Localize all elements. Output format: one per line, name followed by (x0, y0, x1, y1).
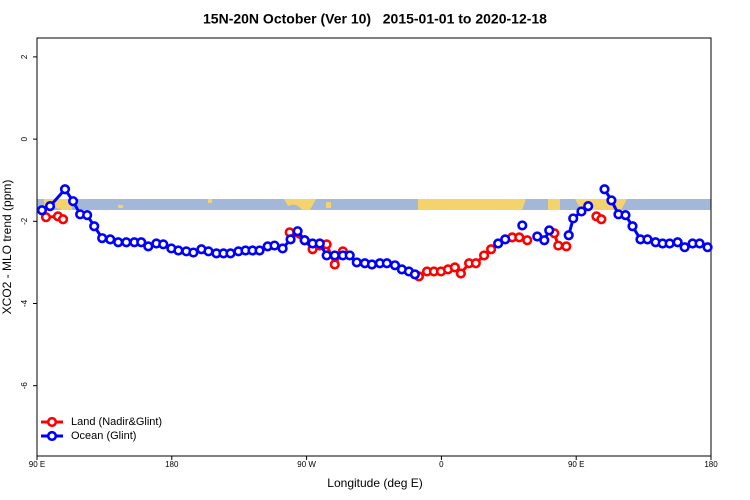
data-point (478, 250, 490, 261)
y-tick-label: -2 (20, 217, 29, 225)
data-point (500, 234, 511, 245)
y-tick-label: -6 (20, 382, 29, 390)
data-point (136, 237, 147, 248)
data-point (620, 210, 631, 221)
data-point (514, 232, 525, 243)
x-tick-label: 90 E (568, 460, 584, 469)
data-point (596, 214, 607, 225)
data-point (694, 238, 705, 249)
data-point (517, 220, 528, 231)
data-point (36, 205, 48, 216)
data-point (188, 247, 199, 258)
data-point (143, 241, 154, 252)
data-point (329, 259, 340, 270)
data-point (67, 196, 79, 207)
data-point (606, 195, 617, 206)
data-point (254, 245, 265, 256)
data-point (539, 235, 550, 246)
x-tick-label: 90 W (297, 460, 316, 469)
x-axis-label: Longitude (deg E) (327, 476, 422, 490)
data-point (351, 257, 362, 268)
data-point (627, 221, 638, 232)
data-point (563, 230, 574, 241)
data-point (679, 242, 690, 253)
data-point (702, 242, 713, 253)
data-point (292, 226, 303, 237)
data-point (285, 234, 296, 245)
x-tick-label: 90 E (29, 460, 45, 469)
data-point (97, 233, 108, 244)
x-tick-label: 180 (165, 460, 179, 469)
x-tick-label: 180 (704, 460, 718, 469)
data-point (59, 184, 71, 195)
legend-label: Ocean (Glint) (71, 430, 136, 442)
data-point (381, 258, 392, 269)
data-point (299, 235, 310, 246)
y-tick-label: -4 (20, 299, 29, 307)
data-point (44, 201, 56, 212)
data-point (105, 234, 116, 245)
legend-marker (46, 416, 58, 428)
data-point (409, 269, 420, 280)
legend-label: Land (Nadir&Glint) (71, 416, 162, 428)
data-point (277, 243, 288, 254)
legend-marker (46, 430, 58, 442)
data-point (522, 235, 533, 246)
data-point (269, 240, 280, 251)
data-point (672, 237, 683, 248)
data-point (455, 268, 466, 279)
data-point (203, 246, 214, 257)
data-point (344, 250, 355, 261)
data-point (57, 214, 69, 225)
data-point (470, 258, 481, 269)
data-point (173, 245, 184, 256)
data-point (314, 238, 325, 249)
data-point (493, 238, 504, 249)
data-point (544, 225, 555, 236)
data-point (82, 210, 93, 221)
data-point (553, 240, 564, 251)
data-point (583, 201, 594, 212)
x-tick-label: 0 (439, 460, 444, 469)
data-point (40, 212, 52, 223)
data-point (449, 262, 460, 273)
y-axis-label: XCO2 - MLO trend (ppm) (0, 180, 14, 315)
data-point (568, 213, 579, 224)
data-point (225, 248, 236, 259)
data-point (366, 259, 378, 270)
data-point (664, 238, 675, 249)
data-point (121, 237, 132, 248)
data-point (642, 234, 653, 245)
y-tick-label: 0 (20, 136, 29, 141)
data-point (389, 260, 401, 271)
data-point (113, 237, 124, 248)
y-tick-label: 2 (20, 54, 29, 59)
data-point (89, 221, 100, 232)
data-point (561, 241, 572, 252)
data-point (321, 250, 332, 261)
data-point (599, 184, 610, 195)
data-point (576, 206, 587, 217)
data-point (329, 250, 340, 261)
chart-title: 15N-20N October (Ver 10) 2015-01-01 to 2… (203, 11, 547, 27)
data-point (486, 244, 497, 255)
data-point (158, 239, 169, 250)
